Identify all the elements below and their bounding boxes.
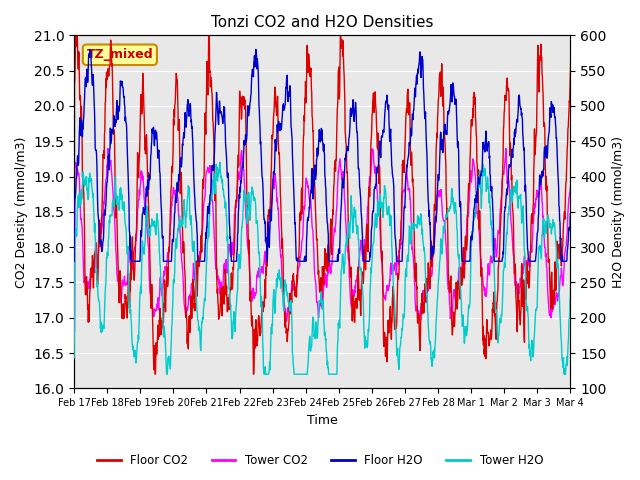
Y-axis label: H2O Density (mmol/m3): H2O Density (mmol/m3) xyxy=(612,136,625,288)
Title: Tonzi CO2 and H2O Densities: Tonzi CO2 and H2O Densities xyxy=(211,15,433,30)
X-axis label: Time: Time xyxy=(307,414,338,427)
Text: TZ_mixed: TZ_mixed xyxy=(86,48,153,61)
Legend: Floor CO2, Tower CO2, Floor H2O, Tower H2O: Floor CO2, Tower CO2, Floor H2O, Tower H… xyxy=(92,449,548,472)
Y-axis label: CO2 Density (mmol/m3): CO2 Density (mmol/m3) xyxy=(15,136,28,288)
